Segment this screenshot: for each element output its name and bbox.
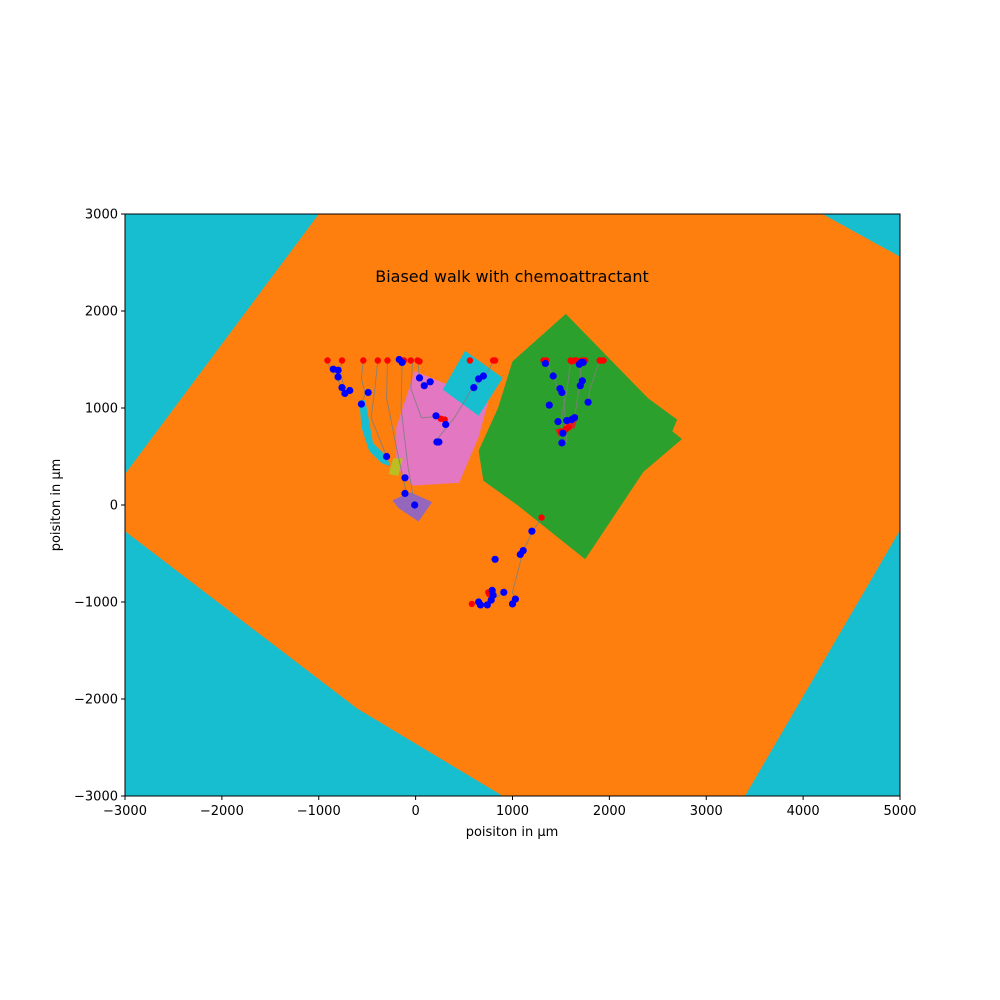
point-s1-16 [426,378,434,386]
point-s0-24 [600,357,607,364]
point-s0-0 [324,357,331,364]
track-2 [360,360,366,405]
region-1 [478,313,682,560]
point-s1-20 [442,420,450,429]
point-s0-12 [491,357,499,364]
y-tick-label-6: 3000 [85,208,118,223]
point-s1-19 [435,438,443,446]
point-s1-21 [470,384,478,392]
point-s1-3 [338,384,346,392]
point-s1-24 [541,359,550,367]
track-12 [587,360,601,403]
x-tick-label-2: −1000 [297,804,341,819]
x-tick-label-8: 5000 [883,804,916,819]
region-0 [125,214,900,796]
point-s1-53 [500,588,508,596]
point-s1-15 [420,382,428,390]
point-s1-5 [346,386,354,395]
points [324,355,607,609]
point-s1-11 [401,474,409,482]
point-s1-7 [357,400,365,408]
y-axis-label: poisiton in µm [49,459,64,552]
y-tick-label-4: 1000 [85,402,118,417]
track-5 [400,360,416,506]
point-s1-23 [479,372,487,380]
point-s1-40 [584,398,592,406]
point-s1-47 [488,586,496,595]
y-tick-label-0: −3000 [74,790,118,805]
region-3 [442,350,503,416]
point-s1-13 [411,501,419,509]
point-s0-10 [466,357,474,364]
point-s1-1 [334,366,342,374]
point-s1-52 [511,595,519,603]
point-s1-17 [432,412,440,420]
point-s1-26 [545,401,553,409]
point-s1-8 [383,452,391,461]
point-s0-26 [468,600,475,608]
point-s1-31 [558,439,566,447]
point-s0-31 [565,424,572,431]
x-tick-label-3: 0 [411,804,419,819]
point-s1-50 [476,601,485,609]
x-tick-label-7: 4000 [787,804,820,819]
point-s1-39 [579,358,587,366]
track-3 [370,360,388,457]
point-s0-3 [374,357,381,364]
point-s1-10 [395,355,403,364]
track-10 [560,360,572,434]
y-axis: −3000 −2000 −1000 0 1000 2000 3000 [74,208,125,805]
point-s1-6 [364,388,372,397]
point-s1-34 [570,414,579,422]
point-s1-28 [558,388,566,397]
x-axis: −3000 −2000 −1000 0 1000 2000 3000 4000 5000 [103,796,917,819]
point-s1-44 [491,555,499,563]
point-s1-2 [334,373,342,381]
point-s1-43 [516,550,524,559]
track-4 [386,360,408,496]
point-s0-1 [338,357,346,364]
point-s0-4 [384,357,391,364]
y-tick-label-3: 0 [110,499,118,514]
point-s1-29 [554,418,562,426]
point-s0-9 [416,358,423,365]
point-s1-38 [576,382,584,390]
point-s1-41 [528,527,536,535]
x-axis-label: poisiton in µm [466,825,559,840]
x-tick-label-5: 2000 [593,804,626,819]
x-tick-label-6: 3000 [690,804,723,819]
x-tick-label-1: −2000 [200,804,244,819]
region-6 [359,400,391,467]
point-s0-25 [538,514,545,521]
x-tick-label-4: 1000 [496,804,529,819]
point-s1-14 [415,374,424,382]
point-s1-12 [401,489,409,497]
point-s0-7 [407,357,414,364]
plot-area [125,214,900,796]
chart-title: Biased walk with chemoattractant [375,267,649,286]
y-tick-label-5: 2000 [85,305,118,320]
y-tick-label-1: −2000 [74,693,118,708]
y-tick-label-2: −1000 [74,596,118,611]
point-s1-46 [487,596,495,604]
point-s1-48 [483,601,491,609]
point-s0-2 [360,357,367,364]
point-s1-30 [559,429,567,437]
point-s1-25 [549,372,557,380]
track-0 [327,360,343,391]
x-tick-label-0: −3000 [103,804,147,819]
